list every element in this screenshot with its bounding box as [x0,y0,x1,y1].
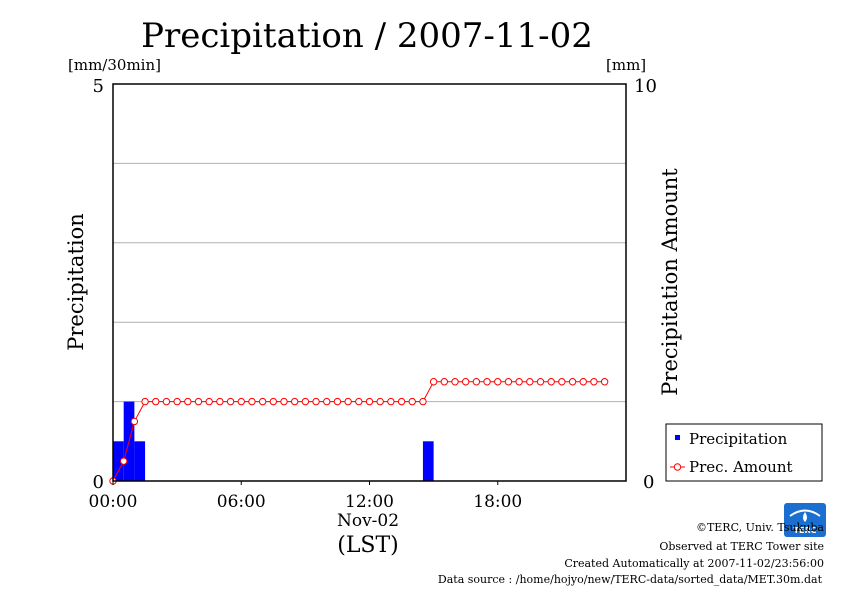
chart-title: Precipitation / 2007-11-02 [141,16,593,56]
x-date-label: Nov-02 [337,511,399,531]
amount-point [376,397,384,406]
amount-point [184,397,192,406]
footer-copyright: ©TERC, Univ. Tsukuba [696,521,824,534]
amount-point [472,378,481,386]
amount-point [419,397,427,406]
amount-point [515,378,523,386]
amount-point [323,397,331,406]
amount-point [451,378,459,386]
amount-point [237,397,245,406]
left-axis-unit: [mm/30min] [68,56,161,74]
legend-precipitation-swatch [675,435,680,440]
left-tick-max: 5 [93,76,104,97]
amount-point [290,397,299,406]
amount-point [141,397,149,406]
footer-created: Created Automatically at 2007-11-02/23:5… [564,557,824,570]
amount-point [205,397,213,406]
amount-point [429,378,438,386]
amount-point [526,378,534,386]
precipitation-bars [113,401,434,481]
amount-point [568,378,577,386]
amount-point [301,397,310,406]
logo-wave-mark [789,509,821,517]
amount-point [152,397,160,406]
x-axis-title: (LST) [337,533,399,558]
right-tick-min: 0 [643,472,654,493]
precipitation-bar [134,441,146,481]
precipitation-bar [422,441,434,481]
x-tick-labels: 00:00 06:00 12:00 18:00 [89,481,522,512]
amount-point [365,397,374,406]
x-tick-label: 18:00 [473,492,522,512]
amount-line [109,378,609,485]
amount-point [119,457,128,465]
amount-point [312,397,320,406]
right-axis-unit: [mm] [606,56,646,74]
precipitation-bar [113,441,124,481]
amount-point [408,397,416,406]
amount-point [461,378,470,386]
amount-point [387,397,395,406]
footer-source: Data source : /home/hojyo/new/TERC-data/… [438,573,823,586]
amount-point [558,378,566,386]
right-axis-title: Precipitation Amount [658,168,682,396]
amount-point [536,378,545,386]
amount-point [248,397,256,406]
amount-point [504,378,513,386]
amount-point [130,417,139,426]
logo-text: TERC [794,526,817,535]
amount-point [226,397,235,406]
amount-point [344,397,352,406]
amount-point [258,397,267,406]
amount-point [397,397,406,406]
right-tick-max: 10 [634,76,657,97]
amount-point [590,378,598,386]
amount-point [440,378,449,386]
x-tick-label: 00:00 [89,492,138,512]
amount-polyline [112,381,605,482]
legend-box [665,423,823,482]
x-tick-label: 12:00 [345,492,394,512]
amount-point [280,397,288,406]
grid-lines [113,162,626,403]
footer-observed: Observed at TERC Tower site [659,540,824,553]
amount-point [547,378,555,386]
amount-point [494,378,502,386]
amount-point [194,397,203,406]
legend-amount-marker [673,463,682,471]
left-axis-title: Precipitation [64,213,88,351]
amount-point [579,378,587,386]
terc-logo: TERC [784,503,826,537]
amount-point [333,397,342,406]
left-tick-min: 0 [93,472,104,493]
amount-point [355,397,363,406]
legend-precipitation-label: Precipitation [689,430,788,448]
plot-frame [112,83,627,482]
legend-amount-label: Prec. Amount [689,458,793,476]
amount-point [483,378,491,386]
amount-point [600,378,609,386]
x-tick-label: 06:00 [217,492,266,512]
amount-point [216,397,224,406]
amount-point [269,397,278,406]
amount-point [162,397,171,406]
logo-drop-mark [803,512,807,522]
amount-point [173,397,181,406]
legend: Precipitation Prec. Amount [665,423,823,482]
